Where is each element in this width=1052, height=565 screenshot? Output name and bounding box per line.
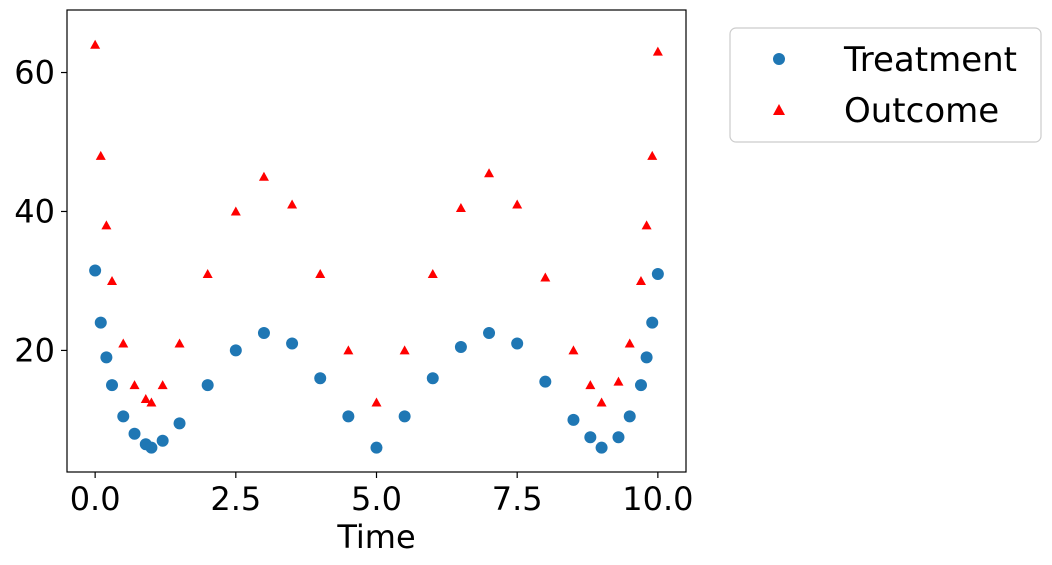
outcome-point — [107, 275, 118, 285]
outcome-point — [647, 150, 658, 160]
treatment-point — [201, 379, 214, 392]
treatment-point — [539, 375, 552, 388]
treatment-point — [612, 431, 625, 444]
y-tick-label: 40 — [14, 192, 55, 230]
treatment-point — [634, 379, 647, 392]
outcome-point — [101, 220, 112, 230]
treatment-point — [156, 434, 169, 447]
outcome-point — [371, 397, 382, 407]
legend-frame — [729, 27, 1042, 143]
y-tick-label: 20 — [14, 331, 55, 369]
outcome-point — [174, 338, 185, 348]
outcome-point — [613, 376, 624, 386]
outcome-point — [596, 397, 607, 407]
legend-label-outcome: Outcome — [844, 91, 999, 131]
x-tick-label: 2.5 — [210, 480, 261, 518]
treatment-point — [646, 316, 659, 329]
treatment-point — [584, 431, 597, 444]
legend: Treatment Outcome — [729, 27, 1042, 143]
x-tick-label: 0.0 — [70, 480, 121, 518]
outcome-point — [230, 206, 241, 216]
treatment-point — [483, 327, 496, 340]
outcome-point — [95, 150, 106, 160]
treatment-point — [370, 441, 383, 454]
outcome-point — [484, 168, 495, 178]
axis-ticks: 0.0 2.5 5.0 7.5 10.0 20 40 60 — [14, 54, 693, 518]
treatment-point — [94, 316, 107, 329]
treatment-point — [100, 351, 113, 364]
treatment-point — [286, 337, 299, 350]
outcome-point — [585, 380, 596, 390]
treatment-point — [567, 413, 580, 426]
treatment-point — [398, 410, 411, 423]
outcome-point — [118, 338, 129, 348]
treatment-point — [595, 441, 608, 454]
treatment-point — [651, 268, 664, 280]
outcome-point — [140, 394, 151, 404]
treatment-point — [426, 372, 439, 385]
outcome-point — [315, 269, 326, 278]
treatment-point — [106, 379, 119, 392]
y-tick-label: 60 — [14, 54, 55, 92]
treatment-point — [511, 337, 524, 350]
treatment-point — [117, 410, 130, 423]
treatment-point — [173, 417, 186, 430]
legend-label-treatment: Treatment — [843, 40, 1017, 80]
x-tick-label: 10.0 — [622, 480, 693, 518]
outcome-point — [427, 269, 438, 278]
outcome-point — [512, 199, 523, 209]
treatment-point — [229, 344, 242, 357]
outcome-point — [568, 345, 579, 355]
outcome-point — [343, 345, 354, 355]
outcome-point — [399, 345, 410, 355]
series-outcome — [90, 39, 663, 407]
treatment-point — [314, 372, 327, 385]
treatment-point — [145, 441, 158, 454]
treatment-point — [342, 410, 355, 423]
x-axis-title: Time — [336, 518, 415, 556]
outcome-point — [287, 199, 298, 209]
treatment-point — [640, 351, 653, 364]
outcome-point — [146, 397, 157, 407]
x-tick-label: 7.5 — [492, 480, 543, 518]
outcome-point — [540, 272, 551, 282]
outcome-point — [90, 39, 101, 49]
outcome-point — [129, 380, 140, 390]
outcome-point — [202, 269, 213, 278]
outcome-point — [641, 220, 652, 230]
x-tick-label: 5.0 — [351, 480, 402, 518]
legend-marker-treatment — [773, 53, 785, 65]
series-treatment — [89, 264, 664, 454]
outcome-point — [652, 46, 663, 56]
treatment-point — [89, 264, 102, 277]
treatment-point — [623, 410, 636, 423]
outcome-point — [455, 203, 466, 212]
treatment-point — [128, 427, 141, 440]
outcome-point — [258, 171, 269, 181]
treatment-point — [257, 327, 270, 340]
legend-marker-outcome — [773, 104, 785, 115]
outcome-point — [635, 275, 646, 285]
outcome-point — [157, 380, 168, 390]
plot-marks — [89, 39, 664, 454]
treatment-point — [454, 340, 467, 353]
outcome-point — [624, 338, 635, 348]
